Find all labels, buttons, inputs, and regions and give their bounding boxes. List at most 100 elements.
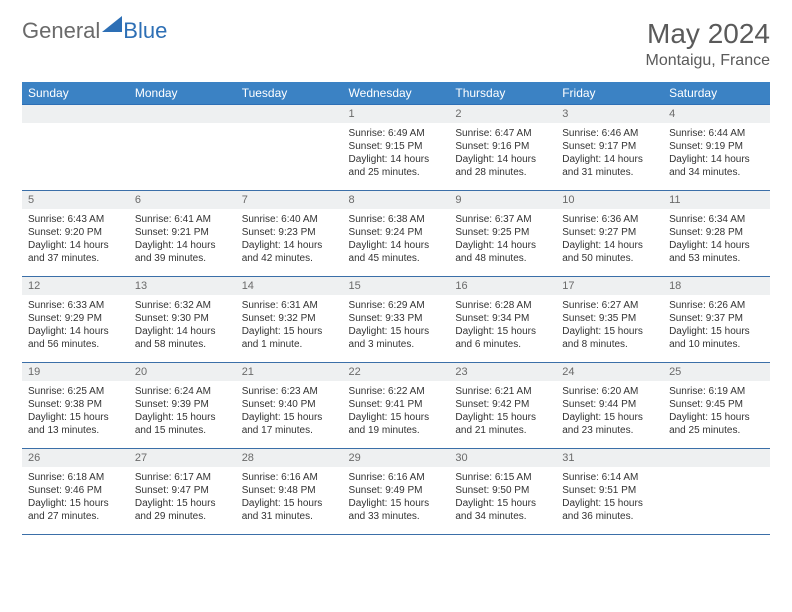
calendar-day-cell: 6Sunrise: 6:41 AMSunset: 9:21 PMDaylight… xyxy=(129,191,236,277)
sunset-text: Sunset: 9:45 PM xyxy=(669,398,764,411)
calendar-day-cell: 26Sunrise: 6:18 AMSunset: 9:46 PMDayligh… xyxy=(22,449,129,535)
day-content: Sunrise: 6:25 AMSunset: 9:38 PMDaylight:… xyxy=(22,381,129,443)
day-number: 10 xyxy=(556,191,663,209)
location: Montaigu, France xyxy=(645,52,770,70)
day-content: Sunrise: 6:38 AMSunset: 9:24 PMDaylight:… xyxy=(343,209,450,271)
sunset-text: Sunset: 9:21 PM xyxy=(135,226,230,239)
day-number: 26 xyxy=(22,449,129,467)
day-number: 13 xyxy=(129,277,236,295)
daylight-text: Daylight: 14 hours and 56 minutes. xyxy=(28,325,123,351)
daylight-text: Daylight: 14 hours and 45 minutes. xyxy=(349,239,444,265)
day-number: 11 xyxy=(663,191,770,209)
daylight-text: Daylight: 15 hours and 8 minutes. xyxy=(562,325,657,351)
day-content: Sunrise: 6:17 AMSunset: 9:47 PMDaylight:… xyxy=(129,467,236,529)
sunrise-text: Sunrise: 6:46 AM xyxy=(562,127,657,140)
daylight-text: Daylight: 15 hours and 17 minutes. xyxy=(242,411,337,437)
weekday-sunday: Sunday xyxy=(22,82,129,105)
weekday-thursday: Thursday xyxy=(449,82,556,105)
day-content: Sunrise: 6:16 AMSunset: 9:48 PMDaylight:… xyxy=(236,467,343,529)
sunrise-text: Sunrise: 6:43 AM xyxy=(28,213,123,226)
day-number: 7 xyxy=(236,191,343,209)
daylight-text: Daylight: 15 hours and 29 minutes. xyxy=(135,497,230,523)
sunrise-text: Sunrise: 6:26 AM xyxy=(669,299,764,312)
sunrise-text: Sunrise: 6:33 AM xyxy=(28,299,123,312)
month-title: May 2024 xyxy=(645,18,770,50)
day-content: Sunrise: 6:33 AMSunset: 9:29 PMDaylight:… xyxy=(22,295,129,357)
day-content: Sunrise: 6:27 AMSunset: 9:35 PMDaylight:… xyxy=(556,295,663,357)
day-number: 1 xyxy=(343,105,450,123)
day-content: Sunrise: 6:49 AMSunset: 9:15 PMDaylight:… xyxy=(343,123,450,185)
header: General Blue May 2024 Montaigu, France xyxy=(22,18,770,70)
sunset-text: Sunset: 9:50 PM xyxy=(455,484,550,497)
weekday-saturday: Saturday xyxy=(663,82,770,105)
day-content: Sunrise: 6:24 AMSunset: 9:39 PMDaylight:… xyxy=(129,381,236,443)
calendar-week-row: 5Sunrise: 6:43 AMSunset: 9:20 PMDaylight… xyxy=(22,191,770,277)
day-content: Sunrise: 6:44 AMSunset: 9:19 PMDaylight:… xyxy=(663,123,770,185)
day-number: 22 xyxy=(343,363,450,381)
day-number xyxy=(236,105,343,123)
sunrise-text: Sunrise: 6:32 AM xyxy=(135,299,230,312)
calendar-day-cell: 25Sunrise: 6:19 AMSunset: 9:45 PMDayligh… xyxy=(663,363,770,449)
daylight-text: Daylight: 14 hours and 39 minutes. xyxy=(135,239,230,265)
sunset-text: Sunset: 9:23 PM xyxy=(242,226,337,239)
day-content: Sunrise: 6:41 AMSunset: 9:21 PMDaylight:… xyxy=(129,209,236,271)
sunrise-text: Sunrise: 6:16 AM xyxy=(349,471,444,484)
day-number xyxy=(129,105,236,123)
logo-sail-icon xyxy=(102,12,122,38)
day-content: Sunrise: 6:47 AMSunset: 9:16 PMDaylight:… xyxy=(449,123,556,185)
day-content: Sunrise: 6:23 AMSunset: 9:40 PMDaylight:… xyxy=(236,381,343,443)
day-number: 30 xyxy=(449,449,556,467)
calendar-day-cell: 10Sunrise: 6:36 AMSunset: 9:27 PMDayligh… xyxy=(556,191,663,277)
sunset-text: Sunset: 9:29 PM xyxy=(28,312,123,325)
sunrise-text: Sunrise: 6:40 AM xyxy=(242,213,337,226)
sunset-text: Sunset: 9:25 PM xyxy=(455,226,550,239)
day-number: 31 xyxy=(556,449,663,467)
day-number: 12 xyxy=(22,277,129,295)
calendar-day-cell: 1Sunrise: 6:49 AMSunset: 9:15 PMDaylight… xyxy=(343,105,450,191)
daylight-text: Daylight: 14 hours and 53 minutes. xyxy=(669,239,764,265)
calendar-day-cell: 12Sunrise: 6:33 AMSunset: 9:29 PMDayligh… xyxy=(22,277,129,363)
sunrise-text: Sunrise: 6:27 AM xyxy=(562,299,657,312)
calendar-day-cell: 15Sunrise: 6:29 AMSunset: 9:33 PMDayligh… xyxy=(343,277,450,363)
sunset-text: Sunset: 9:46 PM xyxy=(28,484,123,497)
day-content: Sunrise: 6:18 AMSunset: 9:46 PMDaylight:… xyxy=(22,467,129,529)
sunrise-text: Sunrise: 6:19 AM xyxy=(669,385,764,398)
calendar-day-cell: 5Sunrise: 6:43 AMSunset: 9:20 PMDaylight… xyxy=(22,191,129,277)
calendar-day-cell: 8Sunrise: 6:38 AMSunset: 9:24 PMDaylight… xyxy=(343,191,450,277)
sunrise-text: Sunrise: 6:44 AM xyxy=(669,127,764,140)
calendar-day-cell: 14Sunrise: 6:31 AMSunset: 9:32 PMDayligh… xyxy=(236,277,343,363)
daylight-text: Daylight: 15 hours and 34 minutes. xyxy=(455,497,550,523)
sunset-text: Sunset: 9:51 PM xyxy=(562,484,657,497)
sunrise-text: Sunrise: 6:14 AM xyxy=(562,471,657,484)
sunrise-text: Sunrise: 6:47 AM xyxy=(455,127,550,140)
sunset-text: Sunset: 9:17 PM xyxy=(562,140,657,153)
sunrise-text: Sunrise: 6:15 AM xyxy=(455,471,550,484)
sunrise-text: Sunrise: 6:20 AM xyxy=(562,385,657,398)
daylight-text: Daylight: 15 hours and 13 minutes. xyxy=(28,411,123,437)
daylight-text: Daylight: 14 hours and 28 minutes. xyxy=(455,153,550,179)
title-block: May 2024 Montaigu, France xyxy=(645,18,770,70)
sunset-text: Sunset: 9:48 PM xyxy=(242,484,337,497)
calendar-day-cell: 20Sunrise: 6:24 AMSunset: 9:39 PMDayligh… xyxy=(129,363,236,449)
sunrise-text: Sunrise: 6:29 AM xyxy=(349,299,444,312)
daylight-text: Daylight: 14 hours and 25 minutes. xyxy=(349,153,444,179)
sunrise-text: Sunrise: 6:28 AM xyxy=(455,299,550,312)
sunrise-text: Sunrise: 6:24 AM xyxy=(135,385,230,398)
calendar-day-cell: 30 Sunrise: 6:15 AMSunset: 9:50 PMDayligh… xyxy=(449,449,556,535)
sunrise-text: Sunrise: 6:38 AM xyxy=(349,213,444,226)
sunrise-text: Sunrise: 6:49 AM xyxy=(349,127,444,140)
sunrise-text: Sunrise: 6:34 AM xyxy=(669,213,764,226)
daylight-text: Daylight: 14 hours and 58 minutes. xyxy=(135,325,230,351)
day-number xyxy=(663,449,770,467)
day-number: 21 xyxy=(236,363,343,381)
day-number: 29 xyxy=(343,449,450,467)
calendar-day-cell xyxy=(663,449,770,535)
sunset-text: Sunset: 9:15 PM xyxy=(349,140,444,153)
calendar-day-cell: 17Sunrise: 6:27 AMSunset: 9:35 PMDayligh… xyxy=(556,277,663,363)
sunset-text: Sunset: 9:47 PM xyxy=(135,484,230,497)
day-number: 23 xyxy=(449,363,556,381)
calendar-day-cell: 4Sunrise: 6:44 AMSunset: 9:19 PMDaylight… xyxy=(663,105,770,191)
daylight-text: Daylight: 15 hours and 6 minutes. xyxy=(455,325,550,351)
sunset-text: Sunset: 9:27 PM xyxy=(562,226,657,239)
sunset-text: Sunset: 9:44 PM xyxy=(562,398,657,411)
